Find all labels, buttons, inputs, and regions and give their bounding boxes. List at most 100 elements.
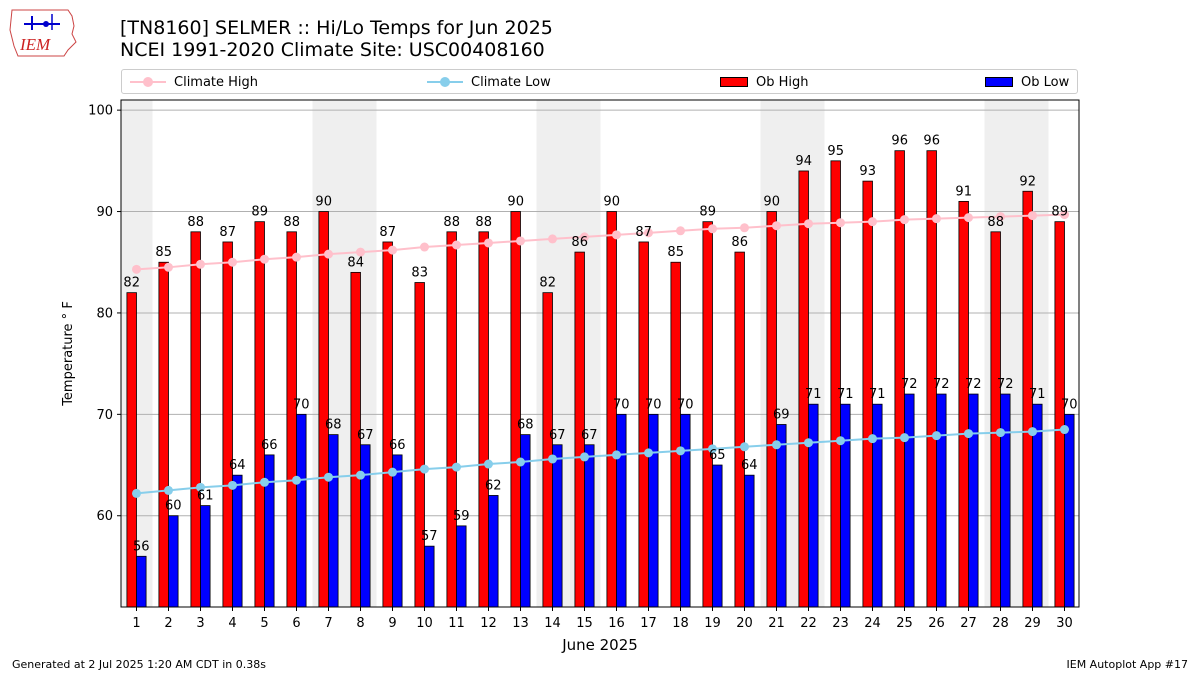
climate-high-point	[676, 226, 685, 236]
iem-logo: IEM	[8, 6, 82, 58]
data-label-ob-high: 87	[635, 225, 652, 240]
x-tick-label: 8	[356, 616, 364, 631]
x-tick-label: 23	[832, 616, 849, 631]
data-label-ob-low: 68	[325, 418, 342, 433]
data-label-ob-high: 84	[347, 255, 364, 270]
x-tick-label: 2	[164, 616, 172, 631]
data-label-ob-high: 89	[1051, 205, 1068, 220]
bar-ob-high	[702, 221, 713, 608]
bar-ob-high	[670, 261, 681, 608]
climate-high-point	[900, 215, 909, 225]
chart-title: [TN8160] SELMER :: Hi/Lo Temps for Jun 2…	[120, 17, 553, 39]
climate-high-point	[580, 232, 589, 242]
data-label-ob-low: 72	[965, 377, 982, 392]
bar-ob-high	[414, 282, 425, 608]
data-label-ob-low: 64	[229, 458, 246, 473]
data-label-ob-low: 70	[645, 397, 662, 412]
climate-low-point	[548, 454, 557, 464]
data-label-ob-low: 65	[709, 448, 726, 463]
climate-low-point	[804, 438, 813, 448]
bar-ob-low	[936, 393, 947, 608]
climate-high-point	[1060, 210, 1069, 220]
climate-high-point	[740, 223, 749, 233]
data-label-ob-high: 94	[795, 154, 812, 169]
data-label-ob-high: 85	[155, 245, 172, 260]
chart-subtitle: NCEI 1991-2020 Climate Site: USC00408160	[120, 39, 545, 61]
legend: Climate High Climate Low Ob High Ob Low	[121, 69, 1078, 94]
data-label-ob-low: 69	[773, 407, 790, 422]
footer-generated: Generated at 2 Jul 2025 1:20 AM CDT in 0…	[12, 658, 266, 671]
data-label-ob-high: 88	[443, 215, 460, 230]
data-label-ob-high: 82	[123, 276, 140, 291]
climate-low-point	[388, 467, 397, 477]
climate-high-point	[164, 262, 173, 272]
x-tick-label: 26	[928, 616, 945, 631]
climate-high-point	[964, 213, 973, 223]
climate-low-point	[772, 440, 781, 450]
climate-high-point	[420, 242, 429, 252]
data-label-ob-low: 56	[133, 539, 150, 554]
y-tick-label: 100	[88, 104, 113, 119]
bar-ob-low	[744, 474, 755, 608]
legend-label-ob-high: Ob High	[756, 74, 809, 90]
climate-high-point	[932, 214, 941, 224]
x-tick-label: 28	[992, 616, 1009, 631]
bar-ob-high	[158, 261, 169, 608]
bar-ob-low	[168, 515, 179, 608]
climate-low-point	[324, 472, 333, 482]
climate-low-point	[932, 431, 941, 441]
bar-ob-high	[990, 231, 1001, 608]
climate-low-point	[452, 462, 461, 472]
x-tick-label: 13	[512, 616, 529, 631]
climate-low-line	[136, 428, 1065, 495]
climate-high-point	[196, 259, 205, 269]
data-label-ob-high: 90	[603, 195, 620, 210]
climate-high-point	[132, 264, 141, 274]
legend-label-climate-high: Climate High	[174, 74, 259, 90]
x-tick-label: 1	[132, 616, 140, 631]
data-label-ob-high: 86	[571, 235, 588, 250]
legend-label-ob-low: Ob Low	[1021, 74, 1070, 90]
data-label-ob-high: 82	[539, 276, 556, 291]
data-label-ob-high: 95	[827, 144, 844, 159]
data-label-ob-high: 85	[667, 245, 684, 260]
bar-ob-low	[328, 434, 339, 608]
climate-low-point	[580, 452, 589, 462]
climate-low-point	[708, 444, 717, 454]
data-label-ob-high: 87	[219, 225, 236, 240]
climate-low-point	[676, 446, 685, 456]
x-axis-label: June 2025	[561, 636, 638, 654]
data-label-ob-low: 67	[357, 428, 374, 443]
bar-ob-high	[830, 160, 841, 608]
climate-low-point	[900, 433, 909, 443]
climate-high-point	[708, 224, 717, 234]
bar-ob-low	[616, 413, 627, 608]
climate-low-point	[996, 428, 1005, 438]
data-label-ob-low: 66	[261, 438, 278, 453]
climate-low-point	[516, 457, 525, 467]
x-tick-label: 11	[448, 616, 465, 631]
climate-low-point	[260, 477, 269, 487]
data-label-ob-low: 71	[805, 387, 822, 402]
data-label-ob-low: 70	[1061, 397, 1078, 412]
climate-high-point	[324, 249, 333, 259]
x-tick-label: 24	[864, 616, 881, 631]
legend-item-ob-low: Ob Low	[985, 74, 1069, 90]
bar-ob-high	[286, 231, 297, 608]
x-tick-label: 4	[228, 616, 236, 631]
climate-low-point	[1028, 427, 1037, 437]
data-label-ob-low: 66	[389, 438, 406, 453]
bar-ob-low	[808, 403, 819, 608]
x-tick-label: 21	[768, 616, 785, 631]
data-label-ob-low: 57	[421, 529, 438, 544]
climate-high-point	[292, 252, 301, 262]
x-tick-label: 27	[960, 616, 977, 631]
x-tick-label: 15	[576, 616, 593, 631]
legend-item-climate-low: Climate Low	[427, 74, 551, 90]
bar-ob-low	[456, 525, 467, 608]
climate-low-point	[1060, 425, 1069, 435]
legend-swatch-ob-high	[720, 77, 748, 87]
data-label-ob-low: 61	[197, 489, 214, 504]
legend-swatch-climate-low	[427, 74, 463, 90]
y-tick-label: 90	[96, 205, 113, 220]
